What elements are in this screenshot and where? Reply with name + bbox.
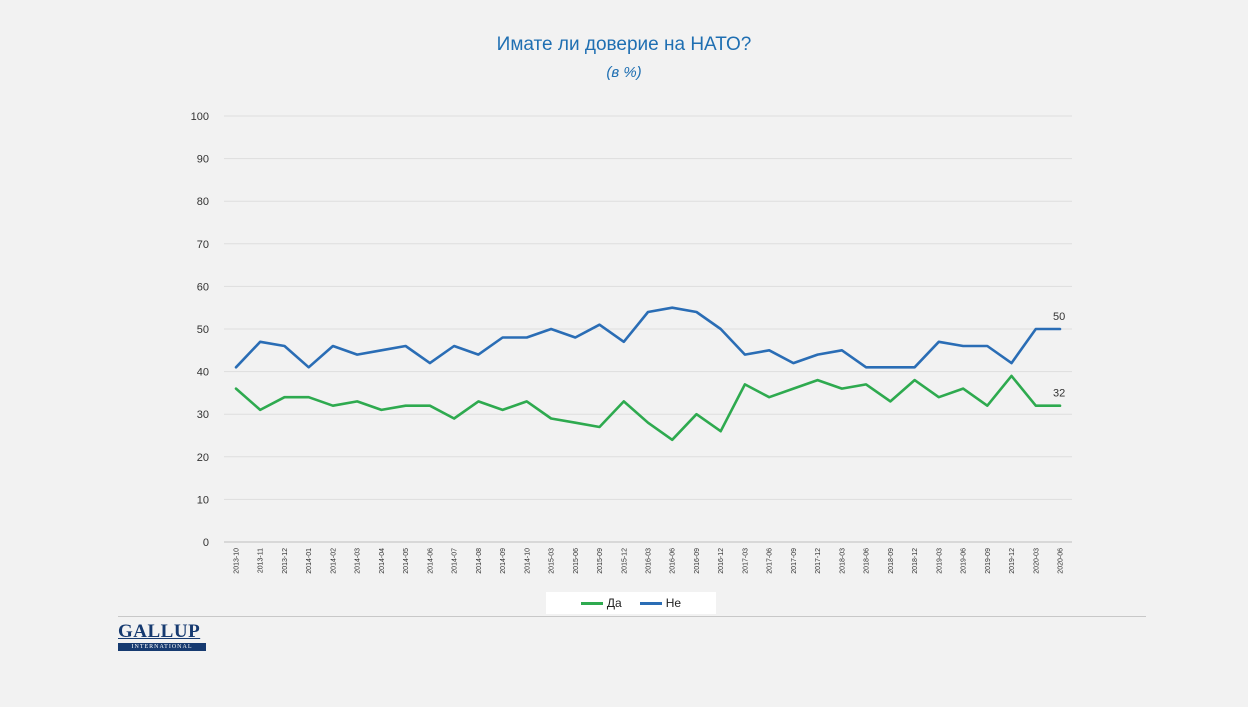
x-tick-label: 2015-06 [573,548,580,574]
end-data-label: 50 [1053,311,1065,323]
x-tick-label: 2016-12 [718,548,725,574]
x-tick-label: 2018-03 [839,548,846,574]
footer-divider [118,616,1146,617]
x-tick-label: 2019-09 [985,548,992,574]
x-tick-label: 2018-12 [912,548,919,574]
legend-swatch-da [580,601,603,605]
x-tick-label: 2018-09 [888,548,895,574]
x-tick-label: 2017-12 [815,548,822,574]
y-tick-label: 60 [197,281,209,293]
x-tick-label: 2019-12 [1009,548,1016,574]
x-tick-label: 2016-06 [670,548,677,574]
chart-title: Имате ли доверие на НАТО? [496,34,752,55]
y-tick-label: 30 [197,409,209,421]
y-tick-label: 70 [197,239,209,251]
x-tick-label: 2014-04 [379,548,386,574]
x-tick-label: 2019-06 [961,548,968,574]
line-chart: 0 10 20 30 40 50 60 70 80 90 100 2013-10 2013-11 2013… [191,111,1072,574]
legend-swatch-ne [639,601,662,605]
x-tick-label: 2014-02 [330,548,337,574]
x-tick-label: 2013-10 [234,548,241,574]
x-tick-label: 2015-03 [549,548,556,574]
x-tick-label: 2020-06 [1058,548,1065,574]
y-tick-label: 50 [197,324,209,336]
gallup-logo: GALLUP INTERNATIONAL [118,622,206,651]
x-tick-label: 2018-06 [864,548,871,574]
y-tick-label: 0 [203,537,209,549]
x-tick-label: 2017-06 [767,548,774,574]
legend-label-da: Да [606,596,622,610]
x-tick-label: 2014-07 [452,548,459,574]
end-data-label: 32 [1053,388,1065,400]
x-tick-label: 2014-03 [355,548,362,574]
legend-label-ne: Не [665,596,682,610]
x-tick-label: 2017-09 [791,548,798,574]
series-line-ne [234,306,1062,369]
x-tick-label: 2013-11 [258,548,265,573]
y-tick-label: 80 [197,196,209,208]
x-tick-label: 2014-05 [403,548,410,574]
x-tick-label: 2016-03 [646,548,653,574]
y-tick-label: 40 [197,367,209,379]
x-tick-label: 2017-03 [742,548,749,574]
x-tick-label: 2014-06 [427,548,434,574]
x-tick-label: 2015-09 [597,548,604,574]
x-tick-label: 2019-03 [936,548,943,574]
y-tick-label: 100 [191,111,209,123]
chart-subtitle: (в %) [606,64,642,81]
legend-item-ne: Не [639,596,682,610]
x-tick-label: 2016-09 [694,548,701,574]
x-tick-label: 2020-03 [1033,548,1040,574]
y-tick-label: 10 [197,494,209,506]
y-tick-label: 20 [197,452,209,464]
logo-main-text: GALLUP [118,621,201,642]
chart-legend: Да Не [546,592,716,614]
series-line-da [234,374,1062,442]
y-tick-label: 90 [197,154,209,166]
x-tick-label: 2014-10 [524,548,531,574]
x-tick-label: 2014-08 [476,548,483,574]
legend-item-da: Да [580,596,622,610]
x-tick-label: 2014-09 [500,548,507,574]
logo-sub-text: INTERNATIONAL [118,643,206,651]
x-tick-label: 2013-12 [282,548,289,574]
x-tick-label: 2015-12 [621,548,628,574]
x-tick-label: 2014-01 [306,548,313,574]
